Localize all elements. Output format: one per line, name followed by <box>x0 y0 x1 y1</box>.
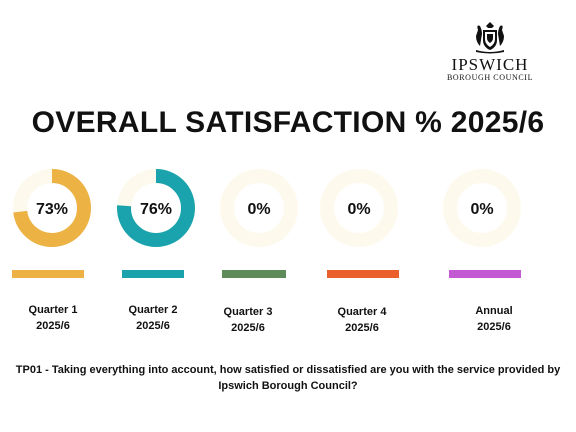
label-line-1: Quarter 4 <box>337 306 387 318</box>
label-quarter-3: Quarter 3 2025/6 <box>198 304 298 336</box>
label-line-1: Quarter 2 <box>128 304 178 316</box>
donut-arc-1 <box>13 169 91 247</box>
survey-question-caption: TP01 - Taking everything into account, h… <box>15 364 561 392</box>
label-line-2: 2025/6 <box>36 320 70 332</box>
label-line-1: Quarter 3 <box>223 306 273 318</box>
label-line-1: Annual <box>475 305 513 317</box>
donut-value-label-5: 0% <box>470 201 493 218</box>
donut-value-label-2: 76% <box>140 201 172 218</box>
label-quarter-4: Quarter 4 2025/6 <box>312 304 412 336</box>
color-bar-4 <box>327 270 399 278</box>
donut-track-3 <box>220 169 298 247</box>
crest-icon <box>476 22 504 54</box>
logo-name: IPSWICH <box>451 55 529 74</box>
page-title: OVERALL SATISFACTION % 2025/6 <box>31 106 545 139</box>
council-logo: IPSWICH BOROUGH COUNCIL <box>430 20 550 98</box>
donut-value-label-1: 73% <box>36 201 68 218</box>
label-line-2: 2025/6 <box>345 322 379 334</box>
donut-arc-2 <box>117 169 195 247</box>
donut-value-label-3: 0% <box>247 201 270 218</box>
label-quarter-1: Quarter 1 2025/6 <box>3 302 103 334</box>
label-line-2: 2025/6 <box>231 322 265 334</box>
label-annual: Annual 2025/6 <box>444 303 544 335</box>
logo-subtitle: BOROUGH COUNCIL <box>446 73 534 82</box>
label-line-2: 2025/6 <box>136 320 170 332</box>
color-bar-1 <box>12 270 84 278</box>
label-line-1: Quarter 1 <box>28 304 78 316</box>
donut-track-5 <box>443 169 521 247</box>
color-bar-5 <box>449 270 521 278</box>
donut-value-label-4: 0% <box>347 201 370 218</box>
color-bar-3 <box>222 270 286 278</box>
color-bar-2 <box>122 270 184 278</box>
donut-track-4 <box>320 169 398 247</box>
label-line-2: 2025/6 <box>477 321 511 333</box>
label-quarter-2: Quarter 2 2025/6 <box>103 302 203 334</box>
